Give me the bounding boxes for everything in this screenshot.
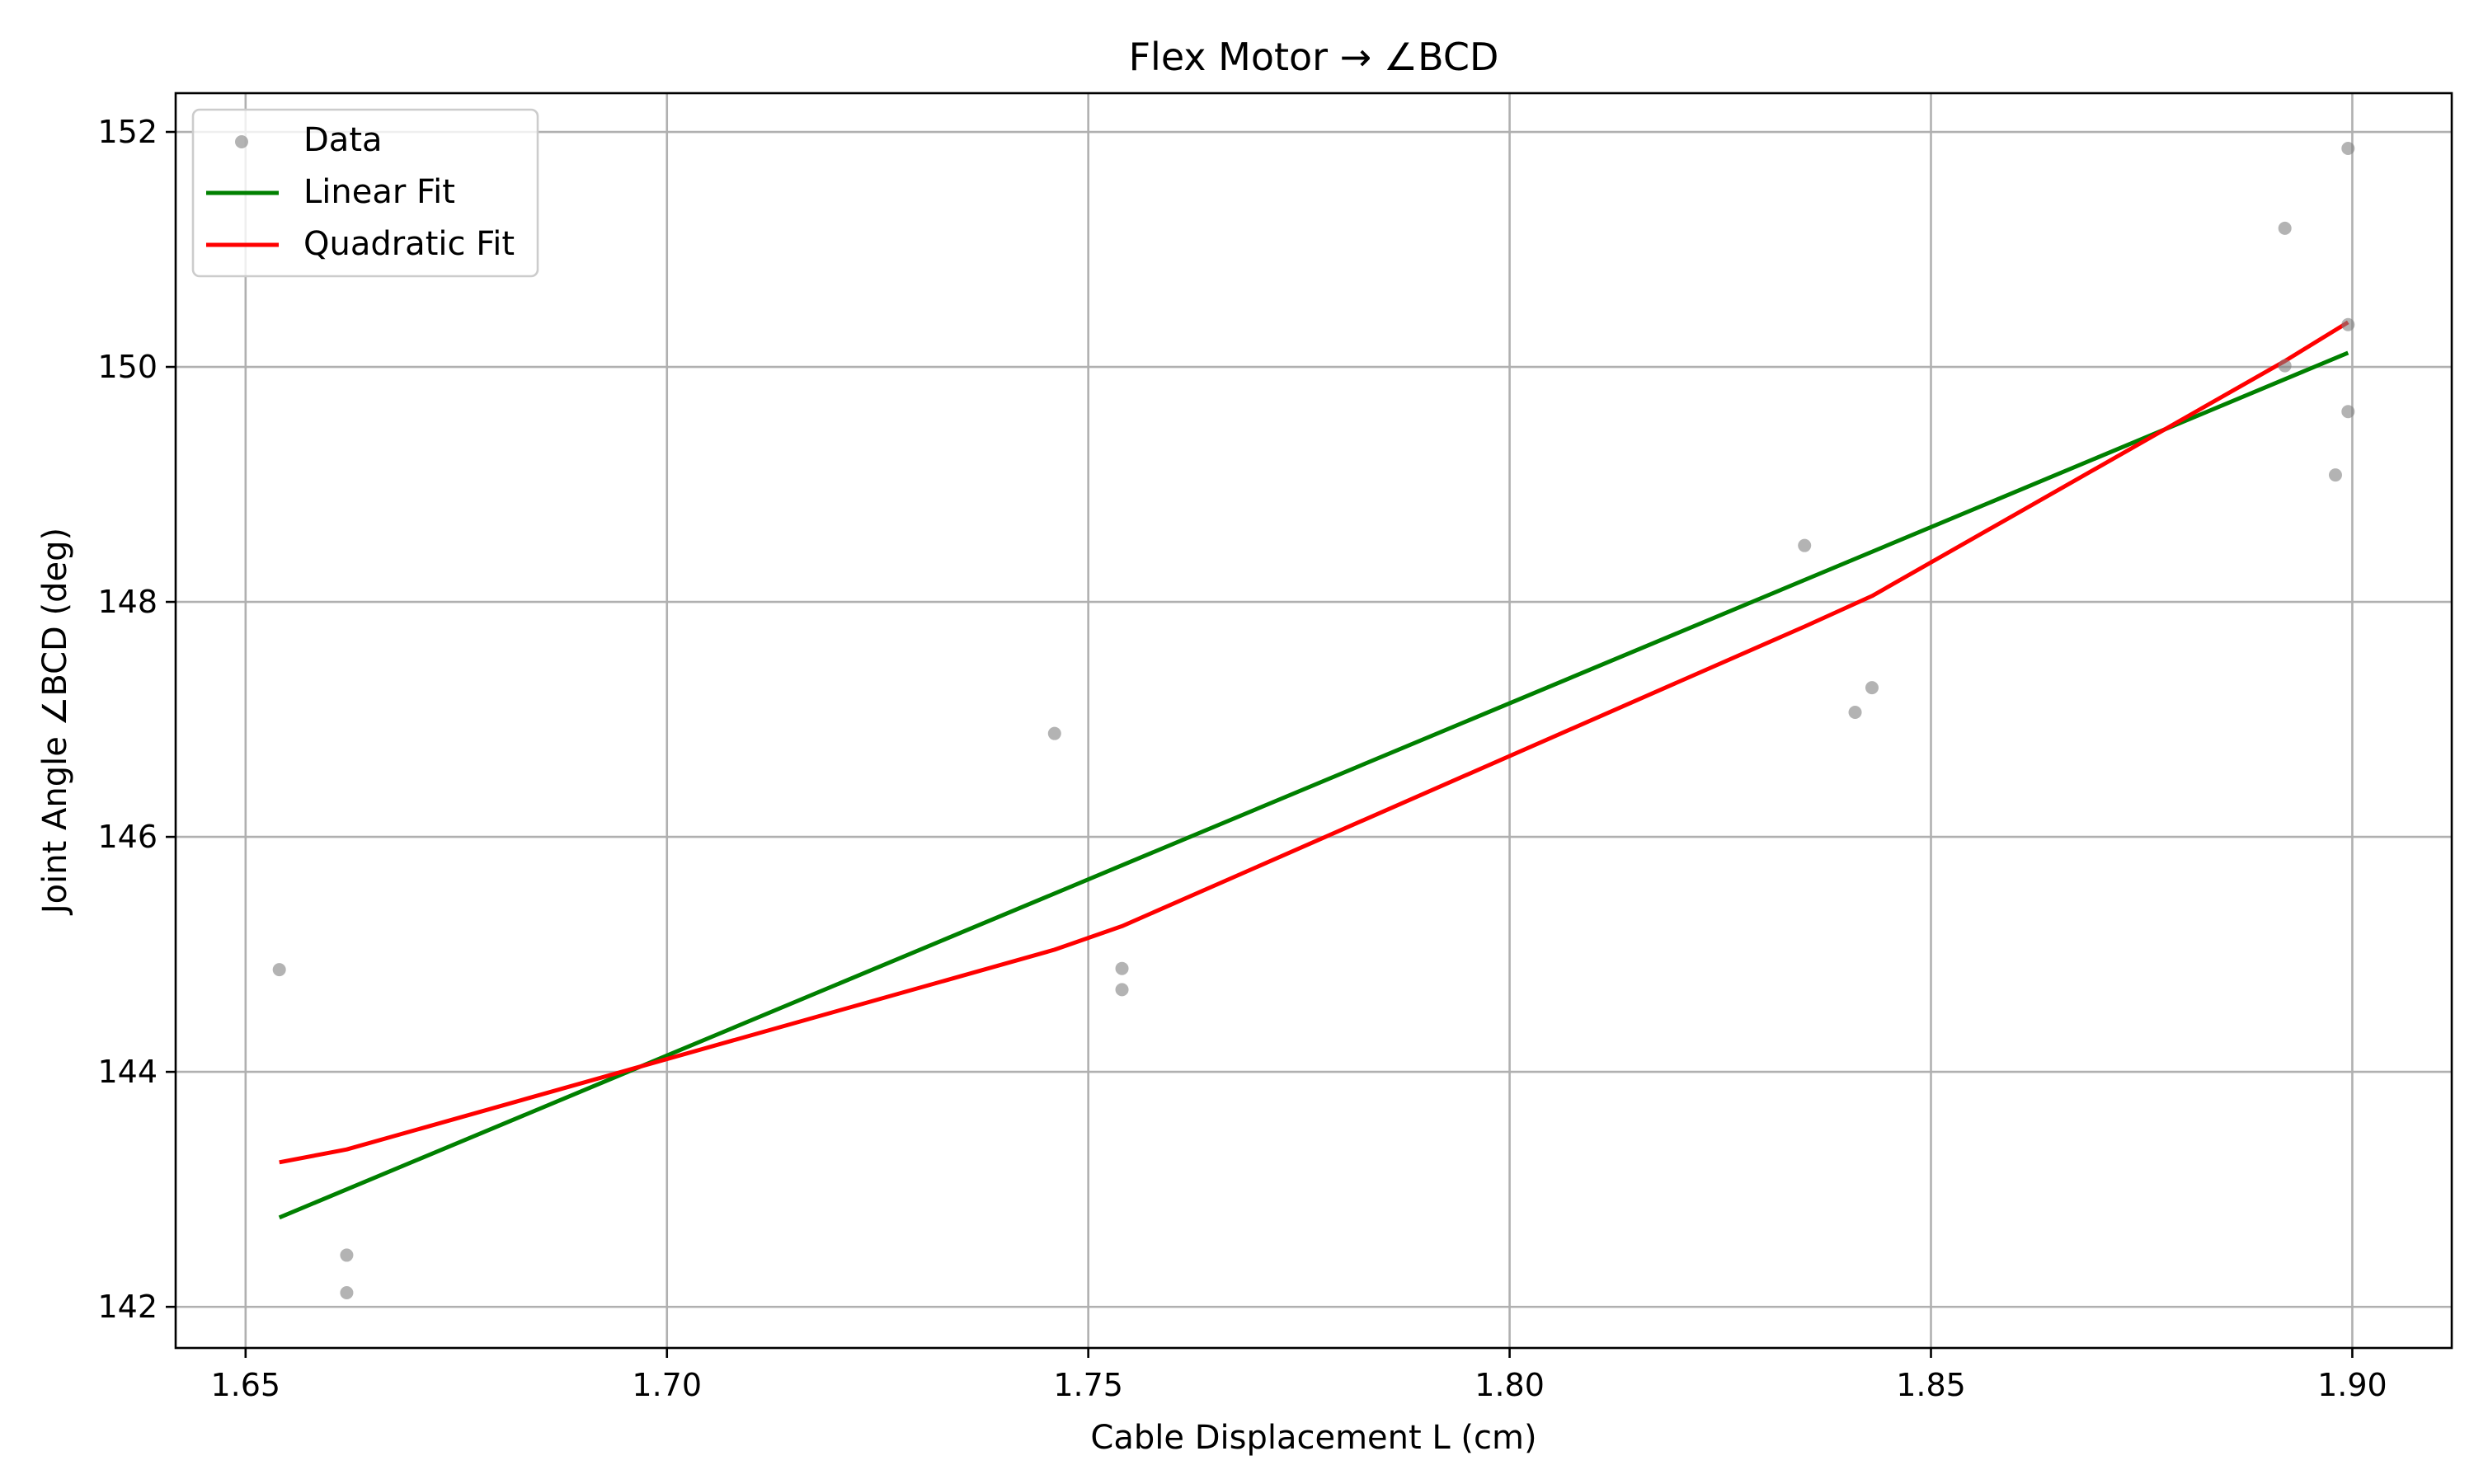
data-point (340, 1248, 354, 1262)
legend-box (191, 108, 539, 278)
data-point (1047, 726, 1061, 740)
data-points (272, 141, 2355, 1300)
data-point (340, 1286, 354, 1300)
x-tick-label: 1.90 (2317, 1367, 2387, 1403)
data-point (272, 963, 286, 977)
grid (176, 93, 2452, 1348)
data-point (1115, 983, 1129, 997)
x-tick-label: 1.65 (211, 1367, 281, 1403)
legend-data-label: Data (303, 121, 383, 159)
data-point (2278, 221, 2292, 235)
legend: Data Linear Fit Quadratic Fit (191, 108, 539, 278)
y-tick-label: 144 (97, 1054, 158, 1090)
legend-data-marker (235, 135, 248, 148)
data-point (1798, 538, 1812, 552)
x-tick-label: 1.80 (1475, 1367, 1545, 1403)
legend-linear-label: Linear Fit (303, 173, 455, 211)
y-tick-label: 148 (97, 584, 158, 620)
y-tick-label: 146 (97, 819, 158, 855)
y-tick-label: 150 (97, 349, 158, 385)
y-tick-label: 142 (97, 1289, 158, 1325)
data-point (2328, 468, 2342, 482)
plot-frame (174, 92, 2453, 1350)
y-axis-label: Joint Angle ∠BCD (deg) (36, 528, 74, 916)
data-point (2341, 405, 2355, 419)
x-axis-label: Cable Displacement L (cm) (1090, 1419, 1536, 1457)
data-point (1115, 961, 1129, 975)
legend-quadratic-label: Quadratic Fit (303, 225, 515, 263)
data-point (2341, 317, 2355, 331)
chart-title: Flex Motor → ∠BCD (1129, 35, 1499, 79)
x-tick-label: 1.85 (1896, 1367, 1966, 1403)
x-tick-label: 1.75 (1053, 1367, 1123, 1403)
data-point (1848, 706, 1862, 720)
x-tick-label: 1.70 (632, 1367, 702, 1403)
y-tick-label: 152 (97, 114, 158, 150)
fit-lines (278, 320, 2349, 1220)
axis-ticks: 1.65 1.70 1.75 1.80 1.85 1.90 142 144 146 148 150 1… (97, 114, 2387, 1403)
data-point (2341, 141, 2355, 155)
data-point (2278, 359, 2292, 373)
data-point (1865, 681, 1879, 695)
linear-fit-line (278, 350, 2349, 1220)
quadratic-fit-line (279, 320, 2349, 1165)
